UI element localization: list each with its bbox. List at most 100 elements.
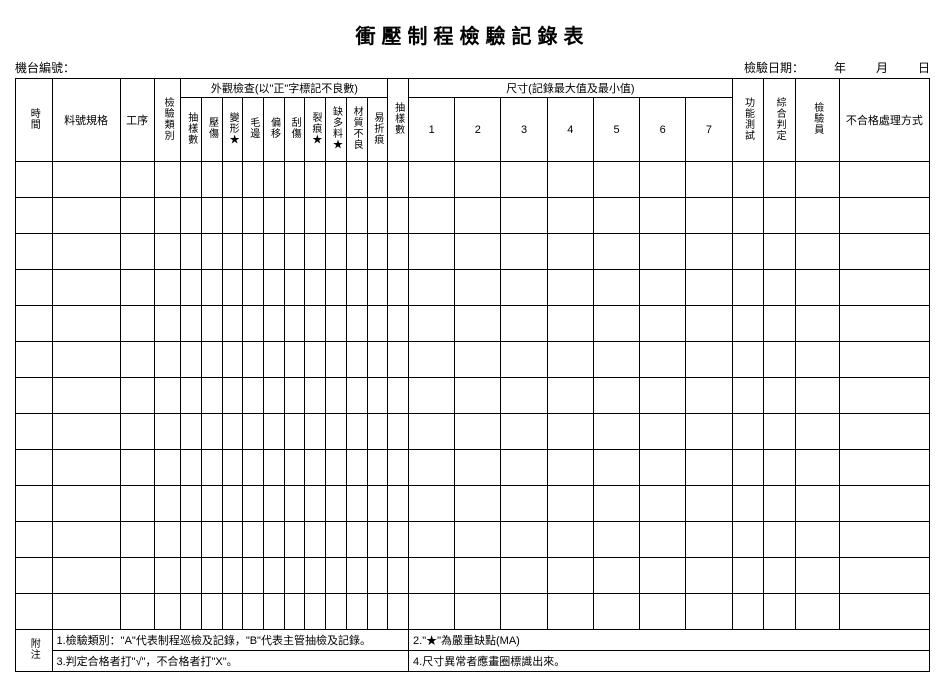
table-cell[interactable] — [305, 414, 326, 450]
table-cell[interactable] — [16, 414, 53, 450]
table-cell[interactable] — [764, 306, 796, 342]
table-cell[interactable] — [222, 414, 243, 450]
table-cell[interactable] — [120, 342, 154, 378]
table-cell[interactable] — [455, 198, 501, 234]
table-cell[interactable] — [243, 558, 264, 594]
table-cell[interactable] — [764, 594, 796, 630]
table-cell[interactable] — [264, 198, 285, 234]
table-cell[interactable] — [388, 378, 409, 414]
table-cell[interactable] — [16, 234, 53, 270]
table-cell[interactable] — [388, 414, 409, 450]
table-cell[interactable] — [409, 450, 455, 486]
table-cell[interactable] — [346, 486, 367, 522]
table-cell[interactable] — [732, 414, 764, 450]
table-cell[interactable] — [732, 450, 764, 486]
table-cell[interactable] — [284, 378, 305, 414]
table-cell[interactable] — [367, 558, 388, 594]
table-cell[interactable] — [640, 558, 686, 594]
table-cell[interactable] — [202, 234, 223, 270]
table-cell[interactable] — [16, 558, 53, 594]
table-cell[interactable] — [120, 522, 154, 558]
table-cell[interactable] — [732, 270, 764, 306]
table-cell[interactable] — [795, 414, 839, 450]
table-cell[interactable] — [154, 522, 181, 558]
table-cell[interactable] — [346, 162, 367, 198]
table-cell[interactable] — [732, 378, 764, 414]
table-cell[interactable] — [795, 378, 839, 414]
table-cell[interactable] — [732, 342, 764, 378]
table-cell[interactable] — [732, 198, 764, 234]
table-cell[interactable] — [367, 522, 388, 558]
table-cell[interactable] — [202, 342, 223, 378]
table-cell[interactable] — [52, 378, 120, 414]
table-cell[interactable] — [264, 378, 285, 414]
table-cell[interactable] — [455, 486, 501, 522]
table-cell[interactable] — [202, 378, 223, 414]
table-cell[interactable] — [52, 558, 120, 594]
table-cell[interactable] — [264, 162, 285, 198]
table-cell[interactable] — [795, 558, 839, 594]
table-cell[interactable] — [305, 234, 326, 270]
table-cell[interactable] — [243, 414, 264, 450]
table-cell[interactable] — [202, 558, 223, 594]
table-cell[interactable] — [222, 594, 243, 630]
table-cell[interactable] — [52, 594, 120, 630]
table-cell[interactable] — [839, 594, 929, 630]
table-cell[interactable] — [593, 198, 639, 234]
table-cell[interactable] — [686, 486, 732, 522]
table-cell[interactable] — [16, 162, 53, 198]
table-cell[interactable] — [409, 234, 455, 270]
table-cell[interactable] — [795, 162, 839, 198]
table-cell[interactable] — [52, 306, 120, 342]
table-cell[interactable] — [547, 558, 593, 594]
table-cell[interactable] — [593, 378, 639, 414]
table-cell[interactable] — [764, 198, 796, 234]
table-cell[interactable] — [795, 450, 839, 486]
table-cell[interactable] — [243, 486, 264, 522]
table-cell[interactable] — [52, 234, 120, 270]
table-cell[interactable] — [16, 306, 53, 342]
table-cell[interactable] — [640, 198, 686, 234]
table-cell[interactable] — [305, 594, 326, 630]
table-cell[interactable] — [120, 594, 154, 630]
table-cell[interactable] — [367, 450, 388, 486]
table-cell[interactable] — [367, 270, 388, 306]
table-cell[interactable] — [202, 162, 223, 198]
table-cell[interactable] — [326, 162, 347, 198]
table-cell[interactable] — [388, 270, 409, 306]
table-cell[interactable] — [243, 594, 264, 630]
table-cell[interactable] — [154, 270, 181, 306]
table-cell[interactable] — [154, 162, 181, 198]
table-cell[interactable] — [16, 342, 53, 378]
table-cell[interactable] — [455, 234, 501, 270]
table-cell[interactable] — [120, 162, 154, 198]
table-cell[interactable] — [346, 558, 367, 594]
table-cell[interactable] — [547, 270, 593, 306]
table-cell[interactable] — [52, 522, 120, 558]
table-cell[interactable] — [593, 450, 639, 486]
table-cell[interactable] — [154, 234, 181, 270]
table-cell[interactable] — [264, 270, 285, 306]
table-cell[interactable] — [501, 306, 547, 342]
table-cell[interactable] — [388, 594, 409, 630]
table-cell[interactable] — [409, 594, 455, 630]
table-cell[interactable] — [547, 450, 593, 486]
table-cell[interactable] — [593, 162, 639, 198]
table-cell[interactable] — [222, 558, 243, 594]
table-cell[interactable] — [764, 522, 796, 558]
table-cell[interactable] — [640, 594, 686, 630]
table-cell[interactable] — [455, 270, 501, 306]
table-cell[interactable] — [264, 594, 285, 630]
table-cell[interactable] — [120, 306, 154, 342]
table-cell[interactable] — [284, 306, 305, 342]
table-cell[interactable] — [181, 342, 202, 378]
table-cell[interactable] — [409, 486, 455, 522]
table-cell[interactable] — [388, 234, 409, 270]
table-cell[interactable] — [284, 162, 305, 198]
table-cell[interactable] — [686, 450, 732, 486]
table-cell[interactable] — [326, 234, 347, 270]
table-cell[interactable] — [367, 486, 388, 522]
table-cell[interactable] — [243, 450, 264, 486]
table-cell[interactable] — [326, 558, 347, 594]
table-cell[interactable] — [686, 306, 732, 342]
